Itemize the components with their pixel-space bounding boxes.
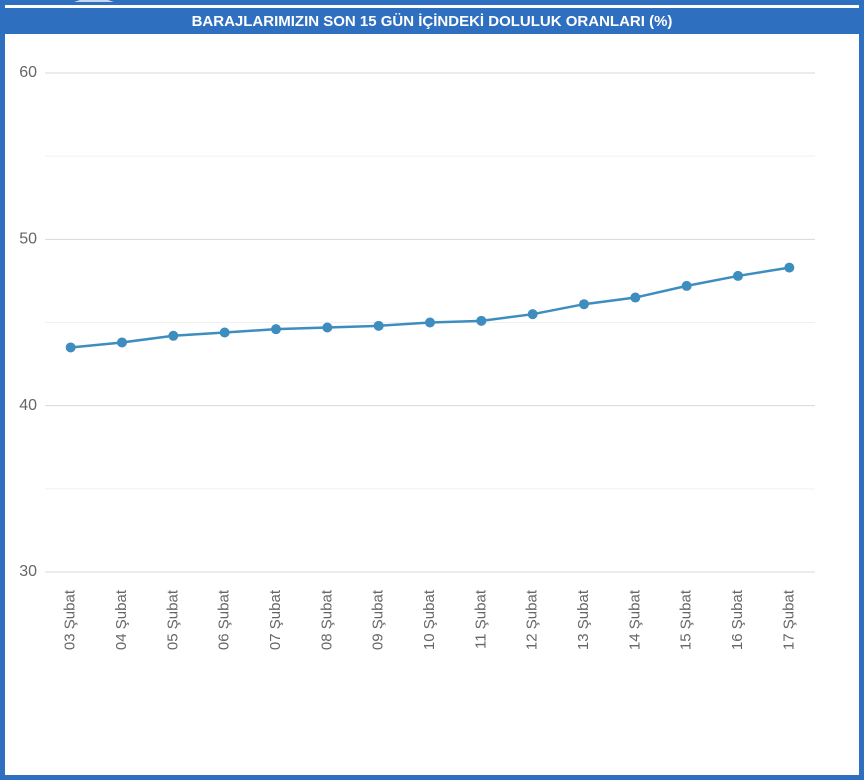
data-point: [219, 327, 230, 338]
x-tick-label: 11 Şubat: [472, 589, 489, 649]
data-point: [271, 324, 281, 335]
data-point: [630, 292, 641, 303]
data-point: [579, 299, 589, 310]
data-point: [65, 342, 76, 353]
y-tick-label: 50: [19, 231, 37, 248]
data-point: [373, 320, 384, 331]
tab: [74, 0, 114, 2]
x-tick-label: 09 Şubat: [370, 589, 387, 650]
y-tick-label: 30: [19, 563, 37, 580]
data-point: [425, 317, 435, 328]
data-point: [117, 337, 127, 348]
y-tick-label: 60: [19, 64, 37, 81]
y-tick-label: 40: [19, 397, 37, 414]
x-tick-label: 15 Şubat: [678, 589, 695, 650]
data-point: [733, 270, 743, 281]
x-tick-label: 06 Şubat: [216, 589, 233, 650]
x-tick-label: 10 Şubat: [421, 589, 438, 650]
data-point: [784, 262, 795, 273]
data-point: [322, 322, 333, 333]
chart-title: BARAJLARIMIZIN SON 15 GÜN İÇİNDEKİ DOLUL…: [192, 13, 673, 30]
x-tick-label: 04 Şubat: [113, 589, 130, 650]
x-tick-label: 05 Şubat: [164, 589, 181, 650]
x-tick-label: 13 Şubat: [575, 589, 592, 650]
data-point: [681, 280, 692, 291]
title-bar: [5, 8, 859, 34]
data-point: [527, 309, 538, 320]
data-point: [168, 330, 179, 341]
x-tick-label: 08 Şubat: [318, 589, 335, 650]
x-tick-label: 12 Şubat: [524, 589, 541, 650]
x-tick-label: 14 Şubat: [626, 589, 643, 650]
x-tick-label: 16 Şubat: [729, 589, 746, 650]
data-point: [476, 315, 487, 326]
x-tick-label: 07 Şubat: [267, 589, 284, 650]
x-tick-label: 17 Şubat: [780, 589, 797, 650]
x-tick-label: 03 Şubat: [62, 589, 79, 650]
